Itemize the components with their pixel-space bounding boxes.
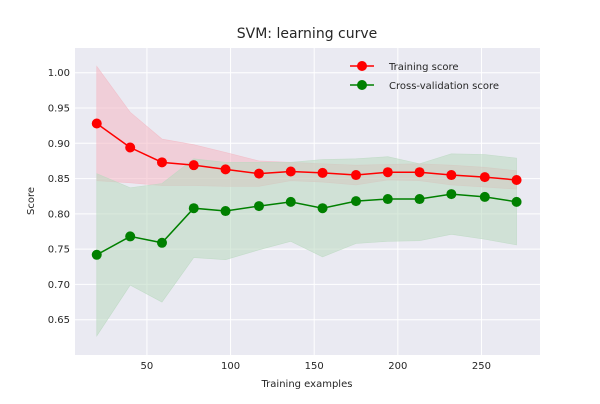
x-tick-label: 100 (221, 361, 240, 372)
point-cv (188, 203, 199, 214)
series-line-training (96, 122, 517, 181)
point-training (317, 167, 328, 178)
point-cv (253, 201, 264, 212)
point-training (220, 164, 231, 175)
y-tick-label: 0.65 (48, 315, 70, 326)
point-training (479, 172, 490, 183)
point-cv (125, 231, 136, 242)
tick-label-layer: 50 100 150 200 250 0.65 0.70 0.75 0.80 0.85 0.90 0.… (48, 68, 491, 372)
series-line-layer (96, 122, 517, 256)
point-training (188, 160, 199, 171)
point-training (446, 170, 457, 181)
y-axis-label: Score (26, 187, 37, 215)
point-training (351, 170, 362, 181)
legend: Training score Cross-validation score (350, 61, 499, 92)
chart-title: SVM: learning curve (237, 26, 378, 42)
point-cv (479, 191, 490, 202)
point-cv (446, 189, 457, 200)
point-cv (351, 196, 362, 207)
series-line-cv (96, 193, 517, 256)
point-training (511, 174, 522, 185)
point-cv (511, 196, 522, 207)
y-tick-label: 0.75 (48, 245, 70, 256)
legend-marker-cv (357, 80, 367, 90)
y-tick-label: 0.70 (48, 280, 70, 291)
point-cv (414, 194, 425, 205)
point-training (382, 167, 393, 178)
x-axis-label: Training examples (261, 379, 353, 390)
point-training (125, 142, 136, 153)
point-training (91, 118, 102, 129)
x-tick-label: 200 (388, 361, 407, 372)
legend-marker-training (357, 61, 367, 71)
y-tick-label: 0.80 (48, 209, 70, 220)
legend-label-cv: Cross-validation score (389, 81, 499, 92)
point-training (253, 168, 264, 179)
point-training (285, 166, 296, 177)
legend-label-training: Training score (388, 62, 459, 73)
y-tick-label: 0.90 (48, 139, 70, 150)
x-tick-label: 50 (141, 361, 154, 372)
point-cv (220, 206, 231, 217)
point-cv (317, 203, 328, 214)
x-tick-label: 250 (472, 361, 491, 372)
y-tick-label: 1.00 (48, 68, 70, 79)
y-tick-label: 0.85 (48, 174, 70, 185)
point-cv (382, 194, 393, 205)
point-cv (156, 237, 167, 248)
point-cv (285, 196, 296, 207)
point-training (156, 157, 167, 168)
y-tick-label: 0.95 (48, 103, 70, 114)
point-training (414, 167, 425, 178)
x-tick-label: 150 (305, 361, 324, 372)
series-point-layer (91, 118, 522, 260)
point-cv (91, 249, 102, 260)
